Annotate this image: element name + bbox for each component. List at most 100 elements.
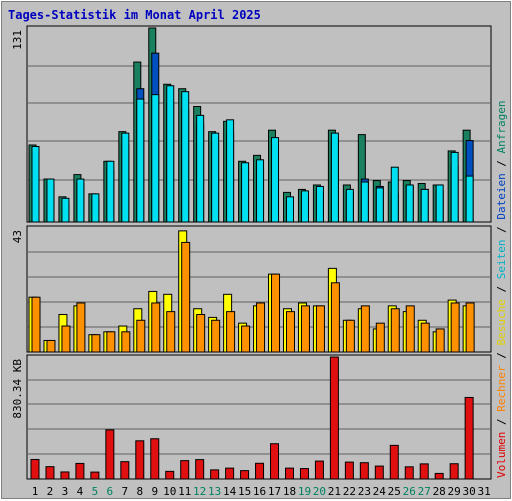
bar-volumen-day-21: [329, 356, 339, 480]
x-tick-label-7: 7: [122, 485, 129, 498]
x-tick-label-29: 29: [448, 485, 461, 498]
bar-seiten-day-26: [405, 184, 414, 223]
legend-item-0: Volumen: [495, 432, 508, 478]
plot-area-volume: [26, 354, 492, 480]
bar-seiten-day-30: [465, 175, 474, 223]
bar-volumen-day-1: [30, 458, 40, 480]
y-max-label-volume: 830.34 KB: [11, 359, 24, 419]
bar-rechner-day-24: [375, 322, 385, 353]
x-tick-label-5: 5: [92, 485, 99, 498]
bar-seiten-day-25: [390, 166, 399, 223]
bar-seiten-day-8: [136, 98, 145, 223]
bar-rechner-day-15: [241, 325, 251, 353]
x-tick-label-1: 1: [32, 485, 39, 498]
bar-rechner-day-26: [405, 305, 415, 353]
x-tick-label-13: 13: [208, 485, 221, 498]
bar-seiten-day-18: [285, 196, 294, 223]
bar-rechner-day-11: [181, 241, 191, 353]
bar-volumen-day-28: [434, 472, 444, 480]
bar-seiten-day-5: [91, 193, 100, 223]
legend-item-2: Rechner: [495, 365, 508, 412]
x-tick-label-2: 2: [47, 485, 54, 498]
x-tick-label-17: 17: [268, 485, 281, 498]
bar-seiten-day-9: [151, 94, 160, 223]
bar-seiten-day-15: [241, 162, 250, 223]
x-tick-label-28: 28: [433, 485, 446, 498]
chart-title: Tages-Statistik im Monat April 2025: [8, 8, 261, 22]
bar-rechner-day-12: [196, 314, 206, 353]
x-tick-label-21: 21: [328, 485, 341, 498]
bar-rechner-day-28: [435, 328, 445, 353]
bar-volumen-day-10: [165, 470, 175, 480]
bar-volumen-day-3: [60, 471, 70, 480]
x-tick-label-23: 23: [358, 485, 371, 498]
bar-volumen-day-30: [464, 396, 474, 480]
x-tick-label-4: 4: [77, 485, 84, 498]
bar-seiten-day-20: [315, 185, 324, 223]
x-tick-label-15: 15: [238, 485, 251, 498]
bar-rechner-day-27: [420, 322, 430, 353]
bar-seiten-day-17: [271, 137, 280, 223]
bar-volumen-day-9: [150, 438, 160, 480]
legend-item-9: /: [495, 153, 508, 173]
bar-volumen-day-7: [120, 461, 130, 480]
x-tick-label-22: 22: [343, 485, 356, 498]
x-tick-label-19: 19: [298, 485, 311, 498]
x-tick-label-26: 26: [403, 485, 416, 498]
bar-volumen-day-18: [284, 467, 294, 480]
bar-rechner-day-1: [31, 296, 41, 353]
legend-item-4: Besuche: [495, 299, 508, 345]
bar-seiten-day-12: [196, 114, 205, 223]
bar-rechner-day-8: [136, 319, 146, 353]
bar-volumen-day-17: [270, 443, 280, 480]
bar-volumen-day-19: [299, 468, 309, 480]
bar-volumen-day-20: [314, 460, 324, 480]
bar-rechner-day-6: [106, 331, 116, 353]
x-tick-label-14: 14: [223, 485, 237, 498]
bar-rechner-day-20: [315, 305, 325, 353]
bar-seiten-day-23: [360, 181, 369, 223]
bar-rechner-day-19: [300, 305, 310, 353]
bar-seiten-day-13: [211, 132, 220, 223]
bar-rechner-day-25: [390, 308, 400, 353]
bar-volumen-day-12: [195, 459, 205, 480]
bar-volumen-day-13: [210, 469, 220, 480]
bar-seiten-day-22: [345, 188, 354, 223]
x-tick-label-30: 30: [463, 485, 476, 498]
bar-seiten-day-19: [300, 190, 309, 223]
legend-item-8: Dateien: [495, 173, 508, 219]
bar-rechner-day-14: [226, 311, 236, 353]
x-tick-label-9: 9: [151, 485, 158, 498]
bar-rechner-day-18: [285, 311, 295, 353]
bar-volumen-day-8: [135, 440, 145, 480]
y-max-label-visits: 43: [11, 230, 24, 243]
bar-volumen-day-16: [255, 462, 265, 480]
bar-rechner-day-5: [91, 334, 101, 353]
bar-seiten-day-1: [31, 145, 40, 223]
bar-volumen-day-2: [45, 466, 55, 480]
bar-volumen-day-27: [419, 463, 429, 480]
bar-seiten-day-14: [226, 119, 235, 223]
bar-volumen-day-11: [180, 460, 190, 480]
bar-seiten-day-6: [106, 160, 115, 223]
bar-volumen-day-22: [344, 461, 354, 480]
bar-seiten-day-24: [375, 187, 384, 223]
x-tick-label-27: 27: [418, 485, 431, 498]
bar-seiten-day-4: [76, 178, 85, 223]
bar-rechner-day-22: [345, 319, 355, 353]
bar-seiten-day-3: [61, 197, 70, 223]
bar-volumen-day-29: [449, 463, 459, 480]
bar-volumen-day-4: [75, 462, 85, 480]
bar-seiten-day-10: [166, 85, 175, 223]
bar-volumen-day-15: [240, 470, 250, 480]
bar-rechner-day-17: [271, 273, 281, 353]
bar-rechner-day-4: [76, 302, 86, 353]
x-tick-label-11: 11: [178, 485, 191, 498]
x-tick-label-24: 24: [373, 485, 387, 498]
bar-rechner-day-13: [211, 319, 221, 353]
bar-rechner-day-10: [166, 311, 176, 353]
y-max-label-hits: 131: [11, 30, 24, 50]
bar-rechner-day-16: [256, 302, 266, 353]
